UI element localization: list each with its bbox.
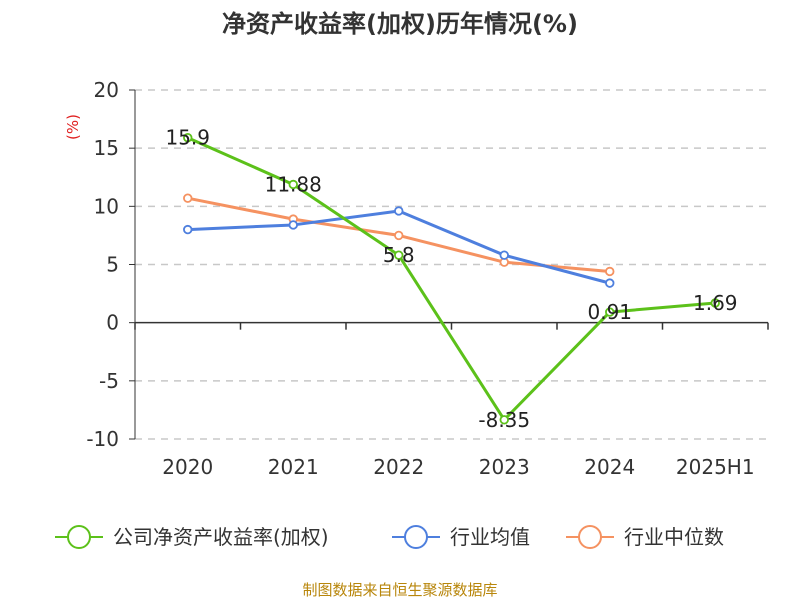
y-axis-unit-label: (%) <box>64 114 82 140</box>
legend-marker <box>67 525 91 549</box>
y-tick-label: 5 <box>106 253 119 277</box>
legend-label: 行业中位数 <box>624 525 724 549</box>
data-label: 5.8 <box>383 243 415 267</box>
data-point <box>605 307 615 317</box>
data-point <box>710 298 720 308</box>
legend-marker <box>578 525 602 549</box>
data-point <box>605 278 615 288</box>
legend-marker <box>404 525 428 549</box>
data-point <box>394 206 404 216</box>
data-point <box>605 266 615 277</box>
y-tick-label: 15 <box>94 136 119 160</box>
data-point <box>183 132 193 143</box>
legend-item-2[interactable]: 行业中位数 <box>566 525 724 549</box>
chart-title: 净资产收益率(加权)历年情况(%) <box>222 10 578 38</box>
y-tick-label: -10 <box>86 427 119 451</box>
legend-item-0[interactable]: 公司净资产收益率(加权) <box>55 525 329 549</box>
y-tick-label: 0 <box>106 311 119 335</box>
source-note: 制图数据来自恒生聚源数据库 <box>302 581 497 599</box>
data-label: 1.69 <box>693 291 738 315</box>
data-point <box>183 224 193 235</box>
data-label: 15.9 <box>165 126 210 150</box>
y-tick-label: -5 <box>99 369 119 393</box>
data-point <box>394 230 404 241</box>
data-point <box>288 179 298 190</box>
data-label: 0.91 <box>587 300 632 324</box>
x-tick-label: 2023 <box>479 455 530 479</box>
y-tick-label: 20 <box>94 78 119 102</box>
x-tick-label: 2022 <box>373 455 424 479</box>
legend-label: 公司净资产收益率(加权) <box>113 525 329 549</box>
data-point <box>394 250 404 260</box>
legend[interactable]: 公司净资产收益率(加权) 行业均值 行业中位数 <box>55 525 724 549</box>
data-point <box>499 415 509 425</box>
x-tick-label: 2020 <box>162 455 213 479</box>
data-label: -8.35 <box>478 408 530 432</box>
data-point <box>499 250 509 260</box>
data-point <box>183 193 193 203</box>
x-tick-label: 2021 <box>268 455 319 479</box>
legend-item-1[interactable]: 行业均值 <box>392 525 530 549</box>
x-tick-label: 2024 <box>584 455 635 479</box>
series-lines <box>183 132 720 425</box>
y-tick-label: 10 <box>94 194 119 218</box>
series-line-0 <box>187 136 716 422</box>
data-point <box>288 220 298 230</box>
data-labels: 15.9 11.88 5.8 -8.35 0.91 1.69 <box>165 126 737 432</box>
legend-label: 行业均值 <box>450 525 530 549</box>
grid-lines <box>135 89 768 440</box>
x-tick-label: 2025H1 <box>676 455 755 479</box>
data-label: 11.88 <box>265 172 322 196</box>
